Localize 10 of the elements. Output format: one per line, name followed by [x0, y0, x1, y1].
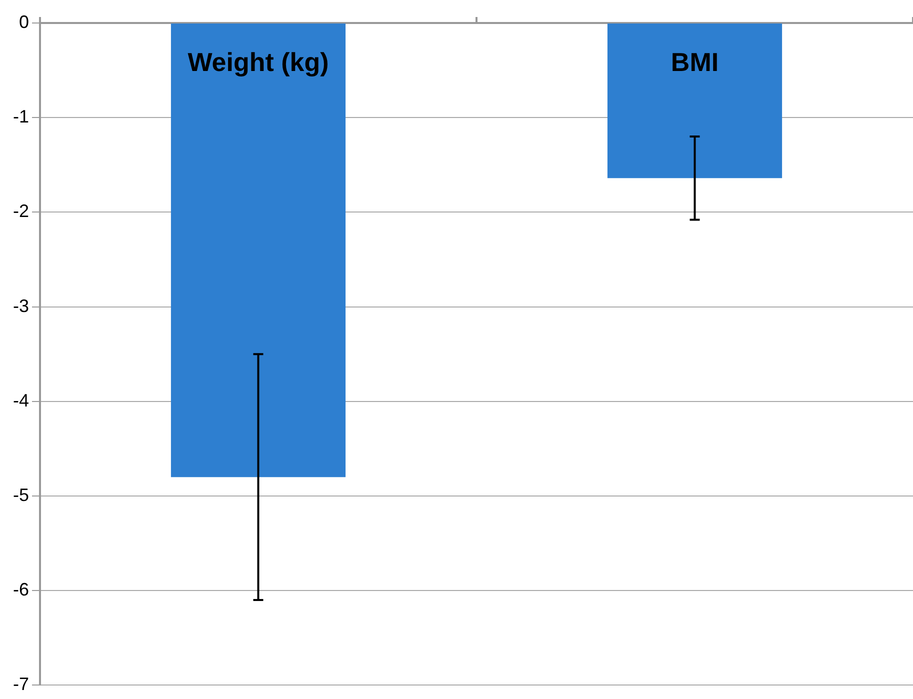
- y-tick-label: -5: [12, 484, 30, 505]
- y-tick-label: -1: [12, 106, 30, 127]
- x-tick-label: BMI: [670, 47, 719, 78]
- x-tick-label: Weight (kg): [188, 47, 329, 78]
- y-tick-label: -6: [12, 580, 30, 600]
- y-tick-label: -3: [12, 296, 30, 316]
- y-tick-label: 0: [18, 12, 30, 32]
- y-tick-label: -7: [12, 674, 30, 694]
- y-tick-label: -2: [12, 201, 30, 222]
- y-tick-label: -4: [12, 390, 30, 410]
